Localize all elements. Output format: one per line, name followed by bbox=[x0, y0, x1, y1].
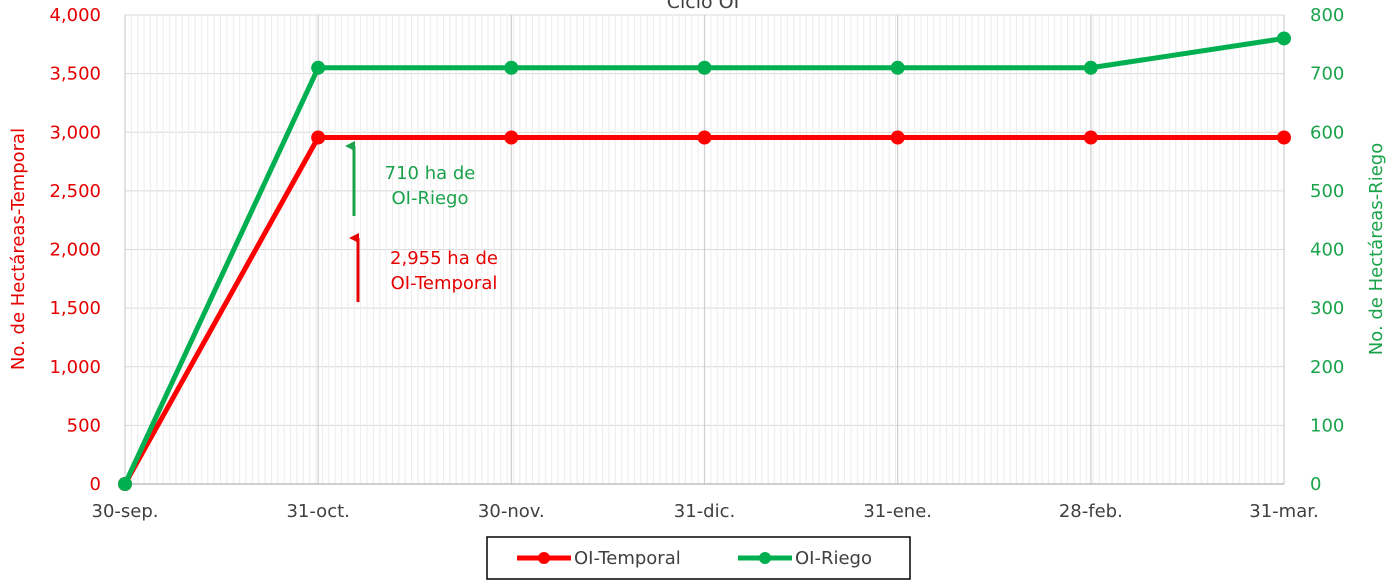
data-point-oi-temporal bbox=[890, 130, 905, 145]
chart-title: Ciclo OI bbox=[667, 0, 740, 13]
data-point-oi-riego bbox=[890, 60, 905, 75]
left-tick-label: 2,000 bbox=[49, 240, 101, 261]
x-axis-ticks: 30-sep. 31-oct. 30-nov. 31-dic. 31-ene. 28-fe… bbox=[92, 501, 1319, 522]
legend-item-oi-temporal: OI-Temporal bbox=[517, 548, 681, 569]
left-tick-label: 3,500 bbox=[49, 64, 101, 85]
right-tick-label: 100 bbox=[1310, 415, 1344, 436]
right-axis-ticks: 0 100 200 300 400 500 600 700 800 bbox=[1310, 5, 1344, 495]
left-tick-label: 500 bbox=[67, 415, 101, 436]
legend: OI-Temporal OI-Riego bbox=[486, 536, 911, 580]
data-point-oi-temporal bbox=[311, 130, 326, 145]
legend-marker-oi-riego bbox=[759, 552, 771, 564]
x-tick-label: 31-dic. bbox=[674, 501, 735, 522]
annotation-riego: 710 ha de OI-Riego bbox=[345, 141, 476, 216]
series-layer bbox=[118, 31, 1291, 491]
left-axis-ticks: 0 500 1,000 1,500 2,000 2,500 3,000 3,500 4,000 bbox=[49, 5, 101, 495]
annotation-temporal: 2,955 ha de OI-Temporal bbox=[349, 233, 498, 302]
right-tick-label: 700 bbox=[1310, 64, 1344, 85]
left-tick-label: 1,500 bbox=[49, 298, 101, 319]
left-tick-label: 3,000 bbox=[49, 122, 101, 143]
x-tick-label: 31-oct. bbox=[286, 501, 349, 522]
grid-layer bbox=[124, 14, 1285, 485]
data-point-oi-temporal bbox=[504, 130, 519, 145]
right-tick-label: 300 bbox=[1310, 298, 1344, 319]
x-tick-label: 31-ene. bbox=[863, 501, 932, 522]
data-point-oi-temporal bbox=[1083, 130, 1098, 145]
data-point-oi-riego bbox=[118, 477, 132, 491]
right-tick-label: 600 bbox=[1310, 122, 1344, 143]
data-point-oi-riego bbox=[697, 60, 712, 75]
right-tick-label: 200 bbox=[1310, 357, 1344, 378]
annotation-riego-line-2: OI-Riego bbox=[392, 188, 469, 209]
x-tick-label: 28-feb. bbox=[1059, 501, 1123, 522]
left-tick-label: 1,000 bbox=[49, 357, 101, 378]
right-tick-label: 800 bbox=[1310, 5, 1344, 26]
legend-label-oi-riego: OI-Riego bbox=[795, 548, 872, 569]
x-tick-label: 30-nov. bbox=[478, 501, 545, 522]
right-tick-label: 400 bbox=[1310, 240, 1344, 261]
right-tick-label: 500 bbox=[1310, 181, 1344, 202]
data-point-oi-riego bbox=[1277, 31, 1291, 46]
left-tick-label: 0 bbox=[90, 474, 101, 495]
legend-item-oi-riego: OI-Riego bbox=[738, 548, 872, 569]
left-tick-label: 2,500 bbox=[49, 181, 101, 202]
data-point-oi-riego bbox=[311, 60, 326, 75]
data-point-oi-riego bbox=[1083, 60, 1098, 75]
data-point-oi-temporal bbox=[1277, 130, 1291, 145]
x-tick-label: 30-sep. bbox=[92, 501, 159, 522]
data-point-oi-riego bbox=[504, 60, 519, 75]
left-tick-label: 4,000 bbox=[49, 5, 101, 26]
annotation-riego-line-1: 710 ha de bbox=[385, 163, 476, 184]
legend-marker-oi-temporal bbox=[538, 552, 550, 564]
annotation-temporal-line-2: OI-Temporal bbox=[391, 273, 498, 294]
data-point-oi-temporal bbox=[697, 130, 712, 145]
right-tick-label: 0 bbox=[1310, 474, 1321, 495]
legend-label-oi-temporal: OI-Temporal bbox=[574, 548, 681, 569]
left-axis-label: No. de Hectáreas-Temporal bbox=[8, 128, 29, 370]
x-tick-label: 31-mar. bbox=[1249, 501, 1318, 522]
right-axis-label: No. de Hectáreas-Riego bbox=[1366, 143, 1387, 355]
annotation-temporal-line-1: 2,955 ha de bbox=[390, 248, 498, 269]
